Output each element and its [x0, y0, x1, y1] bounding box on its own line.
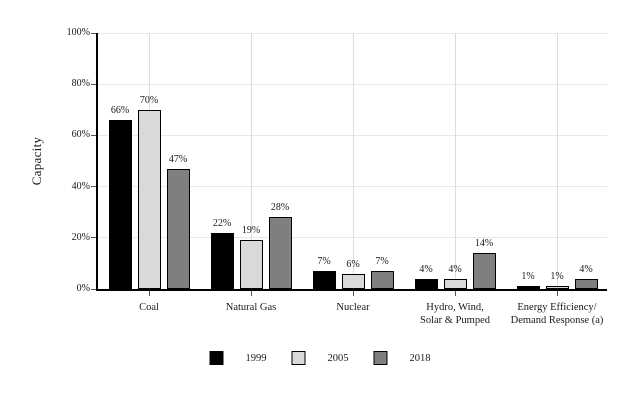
category-label: Energy Efficiency/ Demand Response (a) [510, 302, 604, 326]
bar-value-label: 66% [110, 105, 130, 117]
bar [210, 232, 234, 289]
bar [516, 286, 540, 289]
bar [341, 273, 365, 289]
category-label: Coal [139, 302, 159, 313]
category-label: Hydro, Wind, Solar & Pumped [420, 302, 490, 326]
gridline-vertical [454, 33, 456, 289]
y-axis-tick [91, 288, 96, 290]
bar [414, 278, 438, 289]
bar-value-label: 1% [521, 271, 535, 283]
y-axis-tick [91, 237, 96, 239]
x-axis-tick [250, 291, 252, 296]
bar-value-label: 22% [212, 217, 232, 229]
y-axis-tick [91, 83, 96, 85]
x-axis-line [96, 289, 607, 291]
y-tick-label: 0% [76, 283, 90, 294]
gridline-vertical [352, 33, 354, 289]
bar [370, 271, 394, 289]
bar-value-label: 7% [317, 256, 331, 268]
x-axis-tick [556, 291, 558, 296]
legend-swatch-icon [209, 351, 224, 365]
bar [137, 109, 161, 289]
legend-swatch-icon [373, 351, 388, 365]
bar-value-label: 4% [579, 263, 593, 275]
y-tick-label: 60% [71, 129, 90, 141]
bar-value-label: 47% [168, 153, 188, 165]
legend: 1999 2005 2018 [209, 351, 431, 365]
bar [545, 286, 569, 289]
legend-item: 2005 [291, 351, 349, 365]
bar-value-label: 1% [550, 271, 564, 283]
bar-value-label: 4% [448, 263, 462, 275]
x-axis-tick [454, 291, 456, 296]
y-axis-line [96, 33, 98, 291]
bar-value-label: 28% [270, 202, 290, 214]
x-axis-tick [352, 291, 354, 296]
bar [108, 120, 132, 289]
bar-value-label: 70% [139, 94, 159, 106]
y-tick-label: 20% [71, 231, 90, 243]
legend-item: 1999 [209, 351, 267, 365]
category-label: Nuclear [336, 302, 370, 313]
legend-swatch-icon [291, 351, 306, 365]
bar [166, 168, 190, 289]
bar-value-label: 7% [375, 256, 389, 268]
gridline-vertical [250, 33, 252, 289]
y-axis-tick [91, 186, 96, 188]
gridline-vertical [556, 33, 558, 289]
bar-value-label: 6% [346, 258, 360, 270]
y-tick-label: 40% [71, 180, 90, 192]
y-axis-tick [91, 134, 96, 136]
legend-label: 2005 [327, 352, 349, 364]
bar [312, 271, 336, 289]
legend-item: 2018 [373, 351, 431, 365]
bar [268, 217, 292, 289]
bar-value-label: 19% [241, 225, 261, 237]
x-axis-tick [148, 291, 150, 296]
y-tick-label: 100% [66, 27, 90, 38]
bar-value-label: 14% [474, 238, 494, 250]
legend-label: 2018 [409, 352, 431, 364]
y-tick-label: 80% [71, 78, 90, 90]
category-label: Natural Gas [225, 302, 277, 313]
y-axis-title: Capacity [29, 136, 44, 186]
bar-value-label: 4% [419, 263, 433, 275]
legend-label: 1999 [245, 352, 267, 364]
bar [472, 253, 496, 289]
y-axis-tick [91, 32, 96, 34]
bar [574, 278, 598, 289]
bar [443, 278, 467, 289]
bar [239, 240, 263, 289]
